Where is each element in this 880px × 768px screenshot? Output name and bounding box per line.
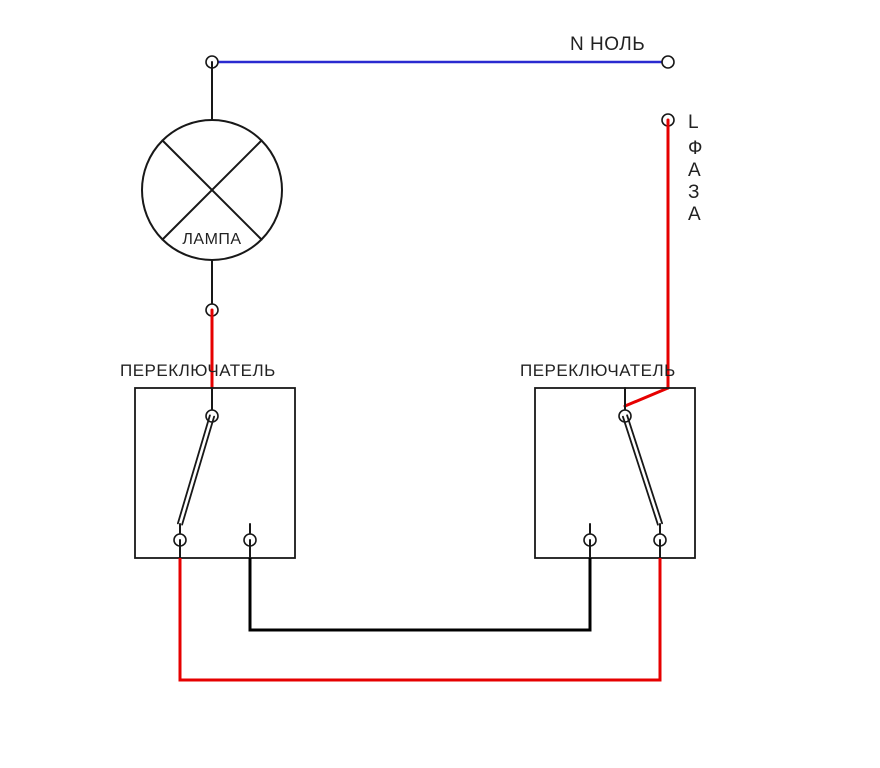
phase-label-letter: З bbox=[688, 182, 700, 203]
switch-left-label: ПЕРЕКЛЮЧАТЕЛЬ bbox=[120, 361, 276, 380]
lamp-label: ЛАМПА bbox=[182, 231, 241, 248]
neutral-label: N НОЛЬ bbox=[570, 34, 645, 55]
wiring-diagram: N НОЛЬЛАМПАLФАЗАПЕРЕКЛЮЧАТЕЛЬПЕРЕКЛЮЧАТЕ… bbox=[0, 0, 880, 768]
phase-label-L: L bbox=[688, 112, 699, 133]
phase-label-letter: А bbox=[688, 160, 701, 181]
phase-label-letter: Ф bbox=[688, 138, 703, 159]
switch-right-label: ПЕРЕКЛЮЧАТЕЛЬ bbox=[520, 361, 676, 380]
phase-label-letter: А bbox=[688, 204, 701, 225]
